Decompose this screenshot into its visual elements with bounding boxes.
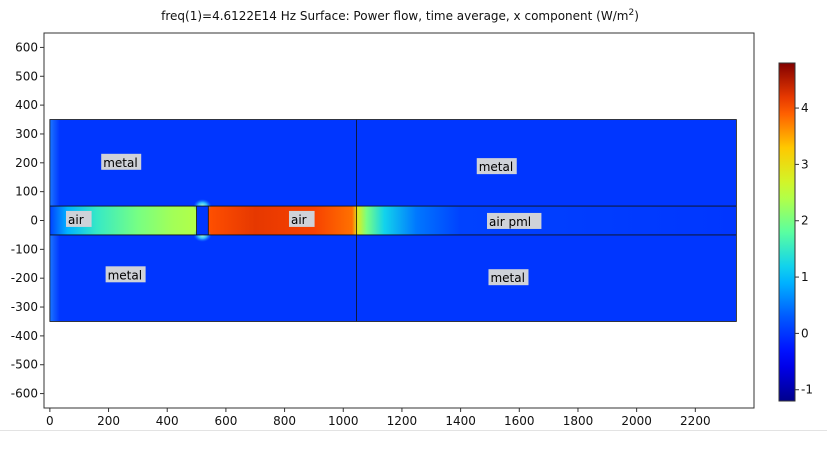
region-label: metal <box>105 266 146 283</box>
x-tick-label: 1400 <box>445 414 476 428</box>
region-label-bg <box>101 153 142 170</box>
y-tick-label: -500 <box>11 358 38 372</box>
y-tick-label: -300 <box>11 300 38 314</box>
x-tick-label: 200 <box>97 414 120 428</box>
colorbar-tick-label: 1 <box>801 270 809 284</box>
x-tick-label: 400 <box>156 414 179 428</box>
x-tick-label: 1200 <box>387 414 418 428</box>
region-label-bg <box>487 212 542 229</box>
region-label-bg <box>476 158 517 175</box>
y-tick-label: 500 <box>15 69 38 83</box>
region-label-bg <box>66 210 92 227</box>
slit-metal <box>196 206 209 235</box>
region-label-text: metal <box>479 160 513 174</box>
x-tick-label: 2000 <box>621 414 652 428</box>
region-label-bg <box>105 266 146 283</box>
region-label-bg <box>488 269 529 286</box>
waveguide-field <box>49 206 737 235</box>
colorbar: 4 3 2 1 0 -1 <box>778 62 813 402</box>
y-tick-label: -600 <box>11 387 38 401</box>
region-label-text: metal <box>490 271 524 285</box>
x-tick-label: 800 <box>273 414 296 428</box>
region-label: air <box>66 210 92 227</box>
region-label: metal <box>488 269 529 286</box>
region-label: air pml <box>487 212 542 229</box>
x-tick-label: 0 <box>46 414 54 428</box>
y-tick-label: 0 <box>30 214 38 228</box>
chart-title-sup: 2 <box>628 8 634 18</box>
x-tick-label: 1000 <box>328 414 359 428</box>
region-label: air <box>288 210 315 227</box>
y-tick-label: -100 <box>11 242 38 256</box>
y-axis: 600 500 400 300 200 100 0 -100 -200 -300 -400 -500 -… <box>11 40 44 401</box>
y-tick-label: -400 <box>11 329 38 343</box>
region-label-bg <box>288 210 315 227</box>
region-label-text: air <box>291 213 307 227</box>
colorbar-tick-label: 0 <box>801 326 809 340</box>
y-tick-label: 100 <box>15 185 38 199</box>
chart-title: freq(1)=4.6122E14 Hz Surface: Power flow… <box>161 8 639 23</box>
y-tick-label: -200 <box>11 271 38 285</box>
region-label-text: air <box>68 213 84 227</box>
x-tick-label: 2200 <box>680 414 711 428</box>
colorbar-tick-label: 2 <box>801 214 809 228</box>
domain-outline <box>49 119 737 322</box>
region-label-text: metal <box>103 156 137 170</box>
colorbar-tick-label: 4 <box>801 101 809 115</box>
region-label-text: metal <box>108 268 142 282</box>
y-tick-label: 300 <box>15 127 38 141</box>
colorbar-tick-label: 3 <box>801 157 809 171</box>
y-tick-label: 600 <box>15 40 38 54</box>
region-label: metal <box>476 158 517 175</box>
chart-title-end: ) <box>634 9 639 23</box>
bottom-divider <box>0 430 827 431</box>
colorbar-tick-label: -1 <box>801 383 813 397</box>
x-tick-label: 1600 <box>504 414 535 428</box>
x-tick-label: 1800 <box>563 414 594 428</box>
region-label: metal <box>101 153 142 170</box>
chart-title-main: freq(1)=4.6122E14 Hz Surface: Power flow… <box>161 9 628 23</box>
x-tick-label: 600 <box>214 414 237 428</box>
x-axis: 0 200 400 600 800 1000 1200 1400 1600 1800 2000 220… <box>46 408 711 428</box>
colorbar-gradient <box>778 62 796 402</box>
region-label-text: air pml <box>489 215 531 229</box>
heatmap-layer: metal metal air air air pml metal metal <box>49 119 737 322</box>
y-tick-label: 400 <box>15 98 38 112</box>
y-tick-label: 200 <box>15 156 38 170</box>
